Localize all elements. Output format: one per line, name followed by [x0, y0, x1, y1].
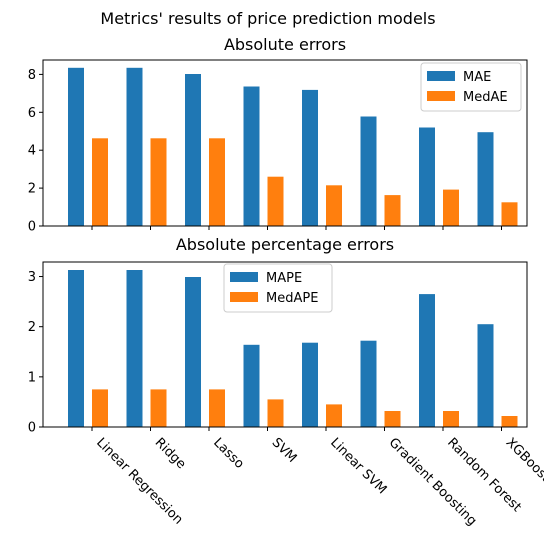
bar-medae-7 — [443, 189, 459, 226]
legend: MAE MedAE — [420, 62, 522, 112]
legend-swatch-medape — [230, 292, 258, 302]
bar-medae-3 — [209, 138, 225, 226]
y-tick-label: 0 — [28, 421, 36, 436]
bar-mape-1 — [68, 270, 84, 427]
bar-mae-8 — [477, 132, 494, 226]
legend-label-mape: MAPE — [266, 271, 302, 286]
chart-title: Absolute percentage errors — [176, 235, 394, 254]
bar-medape-5 — [326, 404, 342, 427]
figure-title: Metrics' results of price prediction mod… — [100, 9, 435, 28]
chart-panel-1: Absolute errors 0 2 4 6 8 MAE MedAE — [28, 35, 528, 235]
y-tick-label: 2 — [28, 320, 36, 335]
y-tick-label: 0 — [28, 220, 36, 235]
legend-swatch-mae — [427, 71, 455, 81]
bar-mae-5 — [302, 89, 318, 227]
bar-medae-2 — [150, 138, 167, 226]
charts: Absolute errors 0 2 4 6 8 MAE MedAE Absolute per… — [28, 35, 544, 529]
x-tick-label: Lasso — [210, 435, 247, 472]
bar-mape-4 — [243, 344, 260, 427]
y-tick-label: 2 — [28, 182, 36, 197]
plot-frame — [42, 261, 528, 428]
bar-medae-5 — [326, 185, 342, 226]
bar-mae-2 — [126, 67, 143, 226]
x-tick-label: XGBoost — [503, 435, 544, 485]
y-tick-label: 4 — [28, 144, 36, 159]
plot-frame — [42, 59, 528, 227]
legend-label-medape: MedAPE — [266, 291, 318, 306]
y-tick-label: 1 — [28, 370, 36, 385]
x-tick-label: Linear SVM — [327, 435, 389, 497]
bar-medape-6 — [384, 411, 401, 427]
bar-medape-3 — [209, 389, 225, 427]
bar-mape-3 — [185, 277, 201, 427]
bar-medae-4 — [267, 176, 284, 226]
bar-medape-8 — [501, 416, 518, 427]
y-tick-label: 6 — [28, 106, 36, 121]
bar-mape-5 — [302, 342, 318, 427]
x-tick-label: SVM — [269, 435, 300, 466]
bar-medae-8 — [501, 202, 518, 226]
bar-medape-1 — [92, 389, 108, 427]
bar-mae-1 — [68, 67, 84, 226]
legend-label-medae: MedAE — [463, 90, 508, 105]
legend-swatch-medae — [427, 91, 455, 101]
bar-mae-4 — [243, 86, 260, 226]
bar-medae-1 — [92, 138, 108, 226]
y-tick-label: 8 — [28, 68, 36, 83]
bar-medae-6 — [384, 195, 401, 226]
legend-swatch-mape — [230, 272, 258, 282]
legend-label-mae: MAE — [463, 70, 491, 85]
bar-mae-7 — [419, 127, 435, 226]
bar-mape-2 — [126, 270, 143, 427]
chart-title: Absolute errors — [224, 35, 346, 54]
legend: MAPE MedAPE — [223, 263, 333, 313]
bar-medape-7 — [443, 411, 459, 427]
bar-medape-4 — [267, 399, 284, 427]
bar-medape-2 — [150, 389, 167, 427]
bar-mape-7 — [419, 294, 435, 427]
y-tick-label: 3 — [28, 270, 36, 285]
bar-mae-6 — [360, 116, 377, 226]
x-tick-label: Ridge — [152, 435, 189, 472]
bar-mape-8 — [477, 324, 494, 427]
bar-mape-6 — [360, 340, 377, 427]
bar-mae-3 — [185, 74, 201, 226]
